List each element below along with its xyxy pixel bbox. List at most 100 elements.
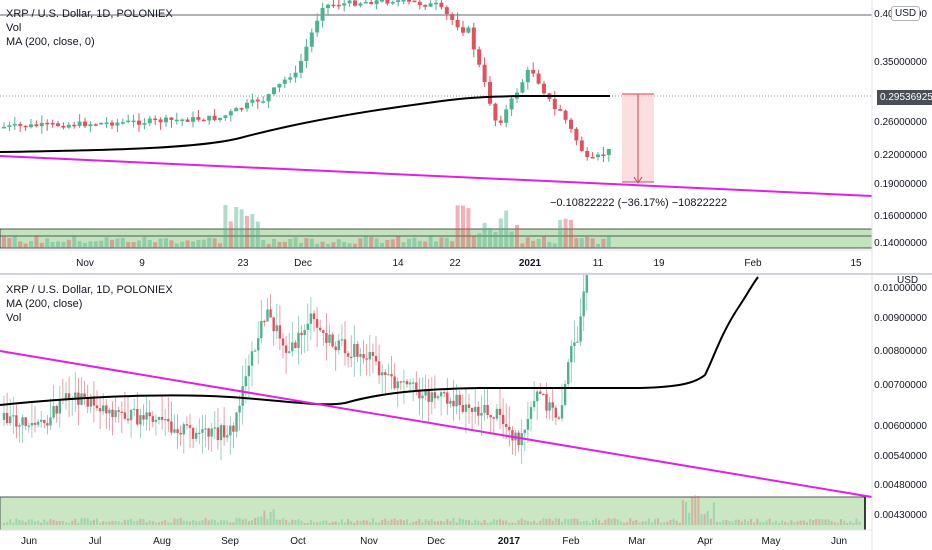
- top-candle-body: [450, 14, 455, 20]
- bottom-candle-body: [567, 362, 570, 385]
- bottom-candle-body: [247, 365, 251, 377]
- top-volume-bar: [201, 239, 206, 248]
- bottom-candle-body: [486, 405, 489, 415]
- bottom-volume-bar: [244, 518, 247, 525]
- top-volume-bar: [390, 239, 395, 248]
- top-candle-body: [293, 72, 298, 78]
- bottom-candle-body: [260, 321, 263, 339]
- top-volume-bar: [50, 242, 55, 248]
- bottom-chart-canvas[interactable]: 0.01000000 0.00900000 0.00800000 0.00700000…: [0, 275, 932, 550]
- bottom-volume-bar: [545, 519, 548, 525]
- top-volume-bar: [380, 242, 384, 248]
- top-candle-body: [412, 0, 417, 3]
- bottom-volume-bar: [99, 522, 102, 525]
- bottom-candle-body: [21, 417, 24, 426]
- bottom-candle-body: [458, 394, 461, 406]
- top-time-axis-label: 23: [237, 258, 249, 269]
- bottom-time-axis-label: Jun: [831, 536, 847, 547]
- bottom-volume-bar: [489, 521, 492, 525]
- bottom-volume-bar: [65, 522, 67, 525]
- bottom-candle-body: [5, 412, 9, 424]
- bottom-volume-bar: [182, 520, 185, 525]
- bottom-volume-bar: [375, 522, 377, 525]
- bottom-candle-body: [322, 330, 325, 333]
- bottom-legend: XRP / U.S. Dollar, 1D, POLONIEX MA (200,…: [6, 283, 173, 325]
- bottom-volume-bar: [12, 522, 15, 525]
- top-volume-bar: [347, 243, 352, 248]
- bottom-volume-bar: [654, 519, 656, 525]
- top-candle-body: [417, 1, 422, 6]
- bottom-volume-bar: [750, 518, 753, 525]
- top-volume-bar: [482, 222, 487, 248]
- bottom-volume-bar: [272, 509, 275, 525]
- bottom-candle-body: [464, 404, 468, 412]
- bottom-volume-bar: [781, 520, 784, 525]
- bottom-volume-bar: [337, 522, 340, 525]
- bottom-volume-bar: [567, 519, 570, 525]
- bottom-candle-body: [213, 427, 216, 429]
- top-candle-body: [477, 49, 482, 65]
- top-volume-bar: [520, 243, 525, 248]
- bottom-volume-bar: [204, 518, 207, 525]
- bottom-candle-body: [430, 392, 433, 402]
- top-chart-pane[interactable]: 0.400000000.350000000.260000000.22000000…: [0, 0, 932, 275]
- bottom-volume-bar: [350, 521, 353, 525]
- top-candle-body: [531, 69, 536, 74]
- bottom-volume-bar: [412, 522, 415, 525]
- bottom-volume-bar: [21, 520, 24, 525]
- bottom-volume-bar: [433, 521, 436, 525]
- top-volume-bar: [39, 242, 44, 248]
- bottom-currency-badge[interactable]: USD: [897, 275, 919, 286]
- top-volume-bar: [196, 240, 201, 248]
- bottom-ma-line: [0, 276, 759, 406]
- bottom-volume-bar: [722, 520, 725, 525]
- top-volume-bar: [515, 224, 519, 248]
- bottom-volume-bar: [384, 518, 387, 525]
- bottom-volume-bar: [74, 518, 77, 525]
- bottom-candle-body: [266, 309, 269, 322]
- bottom-volume-bar: [158, 522, 160, 525]
- top-trendline: [0, 155, 873, 197]
- bottom-candle-body: [365, 358, 368, 360]
- bottom-volume-bar: [843, 520, 846, 525]
- bottom-candle-body: [480, 412, 483, 416]
- top-volume-bar: [434, 241, 438, 248]
- bottom-volume-bar: [502, 520, 505, 525]
- top-candle-body: [250, 99, 255, 103]
- top-candle-body: [353, 0, 357, 6]
- bottom-candle-body: [201, 429, 204, 433]
- top-candle-body: [569, 119, 573, 129]
- bottom-candle-body: [18, 425, 21, 427]
- bottom-candle-body: [418, 390, 421, 399]
- top-volume-bar: [66, 239, 71, 248]
- bottom-chart-pane[interactable]: 0.01000000 0.00900000 0.00800000 0.00700000…: [0, 275, 932, 550]
- top-candle-body: [288, 77, 293, 80]
- bottom-candle-body: [356, 343, 359, 357]
- bottom-volume-bar: [685, 501, 687, 525]
- bottom-volume-bar: [415, 521, 418, 525]
- top-chart-canvas[interactable]: 0.400000000.350000000.260000000.22000000…: [0, 0, 932, 275]
- bottom-volume-bar: [201, 520, 204, 525]
- top-volume-bar: [99, 240, 104, 248]
- bottom-candle-body: [340, 339, 344, 341]
- top-volume-bar: [174, 243, 179, 248]
- bottom-volume-bar: [257, 517, 260, 525]
- top-candle-body: [99, 122, 104, 125]
- top-volume-bar: [272, 239, 276, 248]
- bottom-volume-bar: [827, 519, 830, 525]
- top-candle-body: [255, 99, 260, 102]
- bottom-candle-body: [449, 400, 452, 404]
- bottom-volume-bar: [260, 516, 263, 525]
- top-price-axis-label: 0.14000000: [874, 238, 927, 249]
- bottom-volume-bar: [309, 520, 312, 525]
- bottom-volume-bar: [77, 522, 80, 525]
- top-currency-badge[interactable]: USD: [891, 6, 921, 21]
- bottom-volume-bar: [592, 519, 594, 525]
- bottom-volume-bar: [632, 520, 635, 525]
- bottom-candle-body: [164, 419, 167, 421]
- bottom-volume-bar: [409, 522, 412, 525]
- bottom-volume-bar: [393, 518, 396, 525]
- bottom-candle-body: [12, 415, 15, 417]
- top-volume-bar: [110, 239, 114, 248]
- bottom-volume-bar: [254, 517, 257, 525]
